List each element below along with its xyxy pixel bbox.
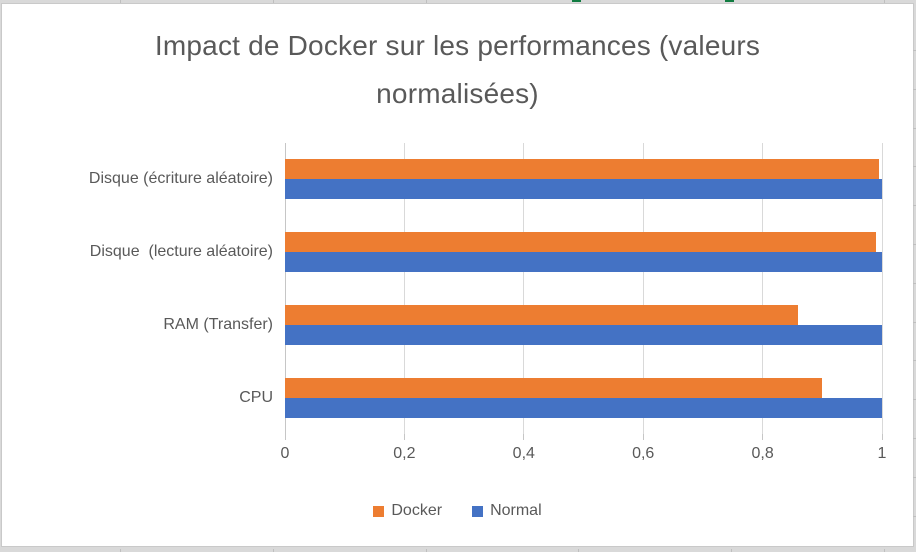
bar-normal[interactable] <box>285 397 882 418</box>
chart-container[interactable]: Impact de Docker sur les performances (v… <box>1 3 914 547</box>
cell-gridline-stub <box>426 549 427 552</box>
category-label[interactable]: Disque (écriture aléatoire) <box>88 170 273 188</box>
value-axis-tick-label[interactable]: 0,6 <box>632 445 655 462</box>
category-row <box>285 361 882 434</box>
axis-tick-mark <box>881 434 883 440</box>
category-axis-line <box>285 143 286 434</box>
cell-gridline-stub <box>913 438 916 439</box>
bar-docker[interactable] <box>285 377 823 398</box>
selection-handle-dash <box>725 0 734 2</box>
cell-gridline-stub <box>913 244 916 245</box>
value-axis-labels: 0 0,2 0,4 0,6 0,8 1 <box>2 445 913 467</box>
bar-group <box>285 377 882 418</box>
legend-swatch-icon <box>373 505 385 517</box>
cell-gridline-stub <box>578 549 579 552</box>
category-row <box>285 216 882 289</box>
category-row <box>285 143 882 216</box>
bar-docker[interactable] <box>285 232 877 253</box>
bar-normal[interactable] <box>285 179 882 200</box>
cell-gridline-stub <box>273 0 274 3</box>
selection-handle-dash <box>572 0 581 2</box>
value-axis-tick-label[interactable]: 1 <box>877 445 887 462</box>
legend-label: Normal <box>490 502 542 519</box>
gridline-0,8 <box>762 143 764 434</box>
axis-tick-mark <box>284 434 286 440</box>
gridline-0,4 <box>523 143 525 434</box>
axis-tick-mark <box>523 434 525 440</box>
bar-docker[interactable] <box>285 159 879 180</box>
cell-gridline-stub <box>884 0 885 3</box>
cell-gridline-stub <box>913 399 916 400</box>
chart-title-line-2: normalisées) <box>376 78 539 109</box>
cell-gridline-stub <box>913 322 916 323</box>
cell-gridline-stub <box>913 89 916 90</box>
value-axis-tick-label[interactable]: 0 <box>280 445 290 462</box>
cell-gridline-stub <box>273 549 274 552</box>
category-label[interactable]: CPU <box>239 388 273 406</box>
cell-gridline-stub <box>913 50 916 51</box>
category-axis-labels: Disque (écriture aléatoire) Disque (lectu… <box>2 143 273 434</box>
axis-tick-mark <box>642 434 644 440</box>
value-axis-tick-label[interactable]: 0,2 <box>393 445 416 462</box>
cell-gridline-stub <box>913 477 916 478</box>
bar-docker[interactable] <box>285 304 799 325</box>
cell-gridline-stub <box>913 516 916 517</box>
chart-title-line-1: Impact de Docker sur les performances (v… <box>154 30 761 61</box>
category-label[interactable]: RAM (Transfer) <box>163 315 273 333</box>
category-label[interactable]: Disque (lecture aléatoire) <box>89 243 273 261</box>
value-axis-tick-label[interactable]: 0,8 <box>751 445 774 462</box>
bar-normal[interactable] <box>285 252 882 273</box>
legend-item-normal[interactable]: Normal <box>472 502 542 520</box>
gridline-1 <box>881 143 883 434</box>
cell-gridline-stub <box>731 549 732 552</box>
legend-swatch-icon <box>472 505 484 517</box>
bar-normal[interactable] <box>285 324 882 345</box>
legend-label: Docker <box>391 502 443 519</box>
bar-group <box>285 159 882 200</box>
cell-gridline-stub <box>120 0 121 3</box>
cell-gridline-stub <box>913 128 916 129</box>
gridline-0,2 <box>403 143 405 434</box>
value-axis-tick-label[interactable]: 0,4 <box>512 445 535 462</box>
legend-item-docker[interactable]: Docker <box>373 502 442 520</box>
cell-gridline-stub <box>913 166 916 167</box>
chart-title[interactable]: Impact de Docker sur les performances (v… <box>2 22 913 118</box>
axis-tick-mark <box>403 434 405 440</box>
gridline-0,6 <box>642 143 644 434</box>
bar-group <box>285 232 882 273</box>
plot-area[interactable] <box>284 143 883 440</box>
bar-group <box>285 304 882 345</box>
axis-tick-mark <box>762 434 764 440</box>
legend[interactable]: Docker Normal <box>2 502 913 520</box>
cell-gridline-stub <box>913 283 916 284</box>
category-row <box>285 289 882 362</box>
cell-gridline-stub <box>913 205 916 206</box>
cell-gridline-stub <box>913 360 916 361</box>
cell-gridline-stub <box>426 0 427 3</box>
cell-gridline-stub <box>120 549 121 552</box>
cell-gridline-stub <box>884 549 885 552</box>
